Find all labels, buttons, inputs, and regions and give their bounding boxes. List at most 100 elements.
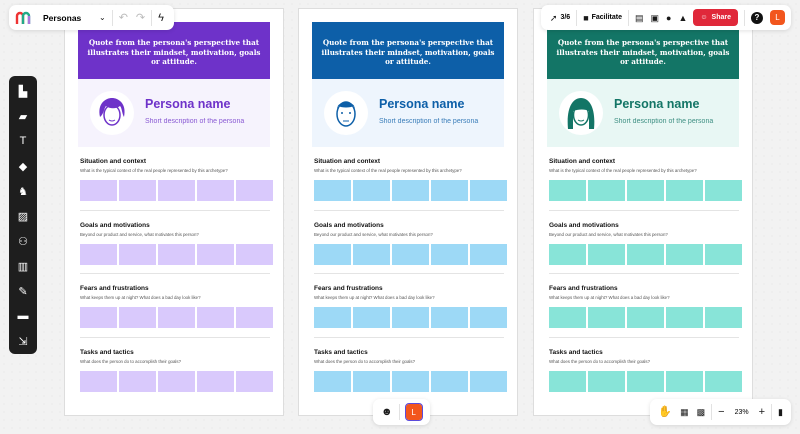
sticky-note[interactable] <box>666 180 703 201</box>
sticky-note[interactable] <box>431 307 468 328</box>
persona-quote[interactable]: Quote from the persona's perspective tha… <box>547 22 739 79</box>
sticky-note[interactable] <box>627 243 664 265</box>
hand-icon[interactable]: ✋ <box>658 406 673 418</box>
sticky-note[interactable] <box>353 243 390 265</box>
user-icon[interactable]: ▲ <box>678 12 688 23</box>
collaborator-avatar[interactable]: L <box>404 403 423 421</box>
sticky-note[interactable] <box>588 243 625 265</box>
sticky-note[interactable] <box>666 370 703 392</box>
sticky-note[interactable] <box>314 370 351 392</box>
persona-name[interactable]: Persona name <box>614 97 700 111</box>
mindmap-icon[interactable]: ⚇ <box>18 235 28 248</box>
sticky-note[interactable] <box>627 307 664 328</box>
panel-icon[interactable]: ▮ <box>778 407 783 417</box>
text-icon[interactable]: T <box>19 135 27 147</box>
sticky-note[interactable] <box>549 307 586 328</box>
persona-card[interactable]: Quote from the persona's perspective tha… <box>298 8 518 416</box>
facilitate-icon[interactable]: ■ <box>583 12 589 23</box>
cards-icon[interactable]: ▤ <box>634 12 644 23</box>
persona-card[interactable]: Quote from the persona's perspective tha… <box>64 8 284 416</box>
sticky-note[interactable] <box>314 180 351 201</box>
sticky-note[interactable] <box>470 370 507 392</box>
zoom-out-icon[interactable]: − <box>718 406 725 418</box>
undo-icon[interactable]: ↶ <box>118 11 128 24</box>
sticky-note[interactable] <box>470 180 507 201</box>
user-avatar[interactable]: L <box>770 10 785 25</box>
sticky-note[interactable] <box>314 307 351 328</box>
persona-quote[interactable]: Quote from the persona's perspective tha… <box>312 22 504 79</box>
sticky-note[interactable] <box>236 180 273 201</box>
pen-icon[interactable]: ✎ <box>18 285 28 298</box>
sticky-note[interactable] <box>627 180 664 201</box>
persona-card[interactable]: Quote from the persona's perspective tha… <box>533 8 753 416</box>
sticky-note[interactable] <box>353 370 390 392</box>
facilitate-button[interactable]: Facilitate <box>591 14 622 21</box>
sticky-note[interactable] <box>470 307 507 328</box>
chevron-down-icon[interactable]: ⌄ <box>99 12 106 22</box>
sticky-note[interactable] <box>314 243 351 265</box>
sticky-note[interactable] <box>236 370 273 392</box>
sticky-note[interactable] <box>197 370 234 392</box>
share-button[interactable]: ☺ Share <box>693 9 738 26</box>
sticky-note[interactable] <box>392 180 429 201</box>
sticky-note[interactable] <box>431 180 468 201</box>
reactions-icon[interactable]: ▦ <box>680 407 689 417</box>
sticky-note[interactable] <box>470 243 507 265</box>
sticky-note[interactable] <box>197 307 234 328</box>
progress-count[interactable]: 3/6 <box>560 14 571 21</box>
persona-quote[interactable]: Quote from the persona's perspective tha… <box>78 22 270 79</box>
sticky-note[interactable] <box>197 180 234 201</box>
persona-name[interactable]: Persona name <box>145 97 231 111</box>
zoom-level[interactable]: 23% <box>734 408 749 416</box>
sticky-note[interactable] <box>158 370 195 392</box>
table-icon[interactable]: ▥ <box>17 260 29 273</box>
sticky-note[interactable] <box>549 370 586 392</box>
sticky-note[interactable] <box>392 370 429 392</box>
sticky-note[interactable] <box>666 243 703 265</box>
sticky-note[interactable] <box>588 180 625 201</box>
sticky-note[interactable] <box>588 370 625 392</box>
sticky-note-icon[interactable]: ▰ <box>18 110 28 123</box>
sticky-note[interactable] <box>588 307 625 328</box>
sticky-note[interactable] <box>705 180 742 201</box>
comment-icon[interactable]: ● <box>666 12 672 23</box>
frames-icon[interactable]: ▙ <box>18 85 28 98</box>
sticky-note[interactable] <box>119 370 156 392</box>
templates-icon[interactable]: ♞ <box>18 185 28 198</box>
sticky-note[interactable] <box>431 243 468 265</box>
persona-name[interactable]: Persona name <box>379 97 465 111</box>
sticky-note[interactable] <box>666 307 703 328</box>
redo-icon[interactable]: ↷ <box>135 11 146 24</box>
sticky-note[interactable] <box>627 370 664 392</box>
board-title[interactable]: Personas <box>43 12 82 23</box>
sticky-note[interactable] <box>119 307 156 328</box>
sticky-note[interactable] <box>705 307 742 328</box>
sticky-note[interactable] <box>158 307 195 328</box>
sticky-note[interactable] <box>236 307 273 328</box>
sticky-note[interactable] <box>80 370 117 392</box>
emoji-icon[interactable]: ☻ <box>381 406 393 418</box>
sticky-note[interactable] <box>549 243 586 265</box>
sticky-note[interactable] <box>705 243 742 265</box>
shapes-icon[interactable]: ◆ <box>18 160 28 173</box>
sticky-note[interactable] <box>705 370 742 392</box>
image-icon[interactable]: ▨ <box>17 210 29 223</box>
upload-icon[interactable]: ⇲ <box>18 335 28 348</box>
map-icon[interactable]: ▩ <box>696 407 706 417</box>
sticky-note[interactable] <box>392 307 429 328</box>
sticky-note[interactable] <box>119 180 156 201</box>
sticky-note[interactable] <box>119 243 156 265</box>
sticky-note[interactable] <box>158 243 195 265</box>
persona-description[interactable]: Short description of the persona <box>145 118 245 125</box>
sticky-note[interactable] <box>197 243 234 265</box>
sticky-note[interactable] <box>353 307 390 328</box>
rocket-icon[interactable]: ➚ <box>549 12 558 23</box>
sticky-note[interactable] <box>80 180 117 201</box>
sticky-note[interactable] <box>80 307 117 328</box>
archive-icon[interactable]: ▬ <box>17 310 29 322</box>
persona-description[interactable]: Short description of the persona <box>379 118 479 125</box>
sticky-note[interactable] <box>158 180 195 201</box>
zoom-in-icon[interactable]: + <box>758 406 766 418</box>
sticky-note[interactable] <box>392 243 429 265</box>
help-icon[interactable]: ? <box>751 11 763 24</box>
